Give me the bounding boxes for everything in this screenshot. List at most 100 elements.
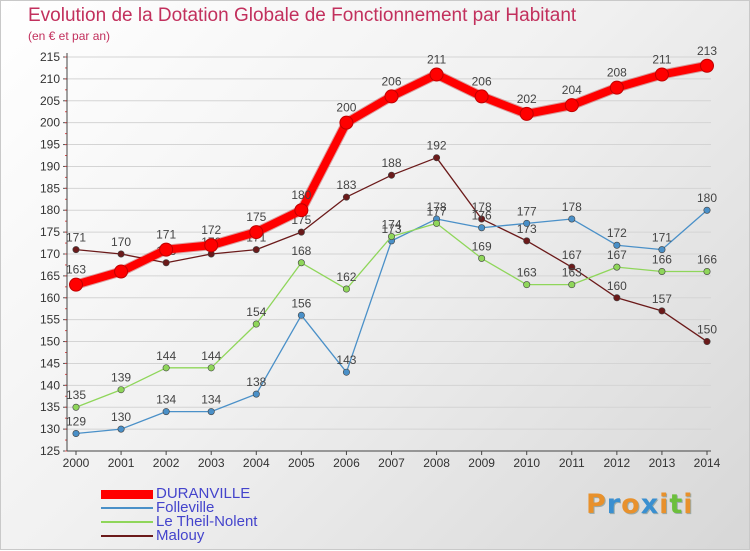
y-tick-label: 170	[40, 247, 60, 261]
legend-swatch	[101, 535, 153, 537]
data-label: 206	[381, 74, 401, 88]
data-label: 162	[336, 270, 356, 284]
data-label: 134	[201, 393, 221, 407]
data-point	[474, 89, 489, 104]
data-point	[568, 215, 576, 223]
data-point	[609, 80, 624, 95]
data-point	[114, 264, 129, 279]
y-tick-label: 130	[40, 422, 60, 436]
data-label: 180	[291, 188, 311, 202]
data-label: 192	[427, 139, 447, 153]
data-label: 172	[607, 226, 627, 240]
x-tick-label: 2009	[468, 456, 495, 470]
proxiti-logo: Proxiti	[586, 489, 694, 520]
data-point	[384, 89, 399, 104]
x-tick-label: 2005	[288, 456, 315, 470]
data-point	[72, 429, 80, 437]
data-point	[339, 115, 354, 130]
data-point	[117, 386, 125, 394]
data-label: 173	[517, 222, 537, 236]
data-point	[252, 390, 260, 398]
data-label: 206	[472, 74, 492, 88]
data-label: 211	[652, 53, 671, 67]
logo-letter: r	[606, 489, 622, 520]
data-point	[703, 338, 711, 346]
y-tick-label: 145	[40, 356, 60, 370]
data-label: 139	[111, 371, 131, 385]
data-label: 170	[111, 235, 131, 249]
data-label: 188	[381, 156, 401, 170]
data-point	[294, 203, 309, 218]
data-point	[429, 67, 444, 82]
data-point	[297, 259, 305, 267]
logo-letter: t	[669, 489, 684, 520]
data-point	[568, 281, 576, 289]
y-tick-label: 125	[40, 444, 60, 458]
data-point	[297, 311, 305, 319]
y-tick-label: 200	[40, 116, 60, 130]
data-label: 134	[156, 393, 176, 407]
data-point	[159, 242, 174, 257]
data-label: 143	[336, 353, 356, 367]
x-tick-label: 2013	[649, 456, 676, 470]
data-label: 129	[66, 414, 86, 428]
data-point	[523, 237, 531, 245]
legend-item-malouy: Malouy	[101, 528, 321, 544]
legend-label: Le Theil-Nolent	[156, 513, 258, 530]
data-point	[387, 232, 395, 240]
data-point	[654, 67, 669, 82]
logo-letter: i	[683, 489, 694, 520]
legend-swatch	[101, 507, 153, 509]
data-label: 130	[111, 410, 131, 424]
data-label: 171	[66, 231, 86, 245]
series-le-theil-nolent: 135 139 144 144 154 168 162 174 177 169 163 163 167 1…	[66, 204, 717, 411]
data-label: 154	[246, 305, 266, 319]
data-label: 166	[697, 253, 717, 267]
data-label: 211	[427, 53, 446, 67]
x-tick-label: 2011	[559, 456, 585, 470]
data-label: 138	[246, 375, 266, 389]
logo-letter: i	[659, 489, 670, 520]
data-point	[703, 268, 711, 276]
legend-swatch	[101, 521, 153, 523]
y-tick-label: 210	[40, 72, 60, 86]
x-tick-label: 2014	[694, 456, 721, 470]
data-point	[117, 250, 125, 258]
data-point	[564, 98, 579, 113]
chart-subtitle: (en € et par an)	[28, 29, 111, 43]
data-point	[252, 320, 260, 328]
data-label: 175	[246, 210, 266, 224]
data-point	[658, 268, 666, 276]
data-point	[249, 225, 264, 240]
data-point	[69, 277, 83, 292]
data-point	[433, 219, 441, 227]
data-label: 202	[517, 92, 537, 106]
logo-letter: x	[640, 489, 660, 520]
data-point	[613, 294, 621, 302]
legend-item-le-theil-nolent: Le Theil-Nolent	[101, 513, 321, 530]
data-point	[613, 263, 621, 271]
data-point	[523, 281, 531, 289]
data-point	[613, 241, 621, 249]
data-point	[478, 215, 486, 223]
chart-legend: DURANVILLE Folleville Le Theil-Nolent Ma…	[101, 486, 321, 544]
data-point	[342, 285, 350, 293]
data-label: 178	[562, 200, 582, 214]
data-label: 135	[66, 388, 86, 402]
data-point	[72, 403, 80, 411]
x-tick-label: 2002	[153, 456, 180, 470]
data-point	[387, 171, 395, 179]
data-label: 163	[562, 266, 582, 280]
y-tick-label: 165	[40, 269, 60, 283]
data-label: 156	[291, 296, 311, 310]
data-point	[207, 364, 215, 372]
data-label: 183	[336, 178, 356, 192]
y-tick-label: 205	[40, 94, 60, 108]
y-tick-label: 175	[40, 225, 60, 239]
legend-label: Folleville	[156, 499, 215, 516]
legend-swatch	[101, 489, 153, 499]
data-label: 168	[291, 244, 311, 258]
data-label: 157	[652, 292, 672, 306]
